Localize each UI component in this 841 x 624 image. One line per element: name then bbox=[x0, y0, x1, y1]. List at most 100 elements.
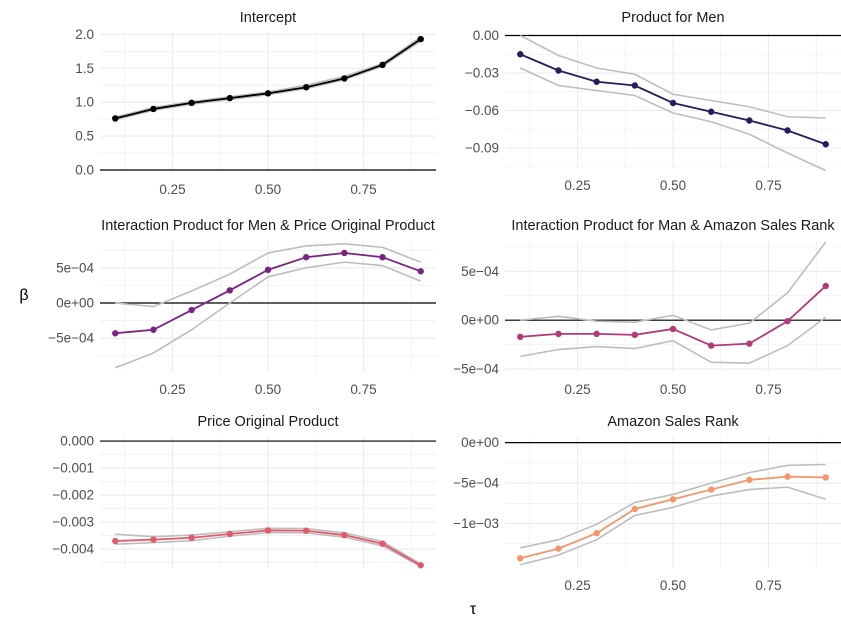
estimate-point bbox=[517, 51, 524, 58]
x-tick-label: 0.50 bbox=[660, 178, 686, 193]
panel-title: Intercept bbox=[240, 10, 296, 26]
y-tick-label: 1.5 bbox=[75, 61, 94, 76]
estimate-point bbox=[555, 330, 562, 338]
x-tick-label: 0.50 bbox=[255, 182, 281, 197]
y-tick-label: 5e−04 bbox=[56, 260, 94, 275]
estimate-point bbox=[341, 249, 348, 257]
estimate-point bbox=[112, 537, 119, 545]
facet-panel-4: 5e−04 0e+00 −5e−04 0.25 0.50 0.75 Interaction … bbox=[453, 218, 841, 397]
confidence-bound-lower bbox=[520, 486, 826, 566]
y-tick-label: −0.09 bbox=[465, 141, 499, 156]
y-tick-label: 0.0 bbox=[75, 162, 94, 177]
y-tick-label: −0.004 bbox=[52, 542, 94, 557]
estimate-point bbox=[302, 84, 310, 91]
estimate-point bbox=[112, 330, 119, 337]
estimate-point bbox=[150, 536, 157, 543]
x-tick-label: 0.50 bbox=[660, 382, 686, 397]
estimate-point bbox=[555, 67, 562, 74]
estimate-point bbox=[669, 99, 677, 107]
x-axis-label: τ bbox=[470, 601, 477, 618]
estimate-point bbox=[517, 555, 524, 562]
estimate-point bbox=[593, 78, 600, 85]
x-tick-label: 0.75 bbox=[755, 578, 781, 593]
estimate-point bbox=[746, 117, 753, 124]
estimate-point bbox=[226, 94, 234, 102]
x-tick-label: 0.25 bbox=[564, 178, 590, 193]
estimate-point bbox=[784, 127, 791, 134]
y-tick-label: −0.03 bbox=[465, 66, 499, 81]
estimate-point bbox=[341, 531, 348, 539]
panel-title: Amazon Sales Rank bbox=[607, 414, 739, 430]
facet-panel-5: 0.000 −0.001 −0.002 −0.003 −0.004 Price Origi… bbox=[52, 414, 436, 569]
estimate-point bbox=[188, 534, 195, 541]
x-tick-label: 0.25 bbox=[564, 382, 590, 397]
estimate-point bbox=[746, 340, 753, 347]
estimate-point bbox=[784, 317, 791, 325]
estimate-point bbox=[188, 99, 195, 107]
estimate-point bbox=[379, 61, 386, 69]
y-tick-label: −0.002 bbox=[52, 488, 94, 503]
estimate-point bbox=[302, 527, 310, 534]
y-tick-label: 0e+00 bbox=[461, 313, 499, 328]
y-tick-label: −5e−04 bbox=[453, 362, 499, 377]
y-tick-label: 0.5 bbox=[75, 129, 94, 144]
confidence-bound-lower bbox=[114, 261, 422, 369]
estimate-point bbox=[417, 35, 424, 43]
x-tick-label: 0.75 bbox=[755, 382, 781, 397]
y-tick-label: 5e−04 bbox=[461, 264, 499, 279]
x-tick-label: 0.50 bbox=[660, 578, 686, 593]
y-tick-label: −5e−04 bbox=[453, 476, 499, 491]
confidence-bound-upper bbox=[519, 34, 826, 119]
estimate-point bbox=[784, 473, 791, 480]
estimate-point bbox=[112, 115, 119, 122]
estimate-point bbox=[822, 141, 829, 148]
y-tick-label: −0.001 bbox=[52, 461, 94, 476]
estimate-point bbox=[341, 75, 348, 82]
estimate-point bbox=[226, 530, 234, 538]
estimate-point bbox=[188, 306, 195, 314]
estimate-point bbox=[746, 476, 753, 484]
estimate-point bbox=[264, 90, 272, 97]
x-tick-label: 0.75 bbox=[350, 182, 376, 197]
estimate-point bbox=[707, 108, 715, 115]
estimate-point bbox=[707, 486, 715, 493]
estimate-point bbox=[631, 505, 639, 513]
confidence-bound-lower bbox=[519, 67, 827, 172]
estimate-point bbox=[822, 474, 829, 481]
y-tick-label: 0e+00 bbox=[461, 435, 499, 450]
facet-panel-1: 0.0 0.5 1.0 1.5 2.0 0.25 0.50 0.75 Intercept bbox=[75, 10, 436, 197]
estimate-point bbox=[302, 253, 310, 261]
confidence-bound-lower bbox=[520, 316, 827, 365]
estimate-point bbox=[631, 82, 639, 89]
estimate-point bbox=[379, 540, 386, 547]
estimate-point bbox=[150, 326, 157, 333]
estimate-point bbox=[379, 253, 386, 261]
confidence-bound-upper bbox=[115, 243, 422, 308]
estimate-point bbox=[593, 530, 600, 537]
x-tick-label: 0.75 bbox=[755, 178, 781, 193]
panel-title: Price Original Product bbox=[197, 414, 338, 430]
y-tick-label: 0.00 bbox=[473, 28, 499, 43]
y-tick-label: −5e−04 bbox=[48, 331, 94, 346]
estimate-point bbox=[555, 545, 562, 552]
estimate-point bbox=[593, 330, 600, 338]
panel-title: Interaction Product for Man & Amazon Sal… bbox=[511, 218, 835, 234]
estimate-point bbox=[150, 105, 157, 113]
confidence-bound-upper bbox=[520, 463, 826, 549]
estimate-point bbox=[707, 342, 715, 349]
estimate-point bbox=[264, 266, 272, 274]
estimate-point bbox=[631, 331, 639, 339]
y-axis-label: β bbox=[19, 287, 28, 304]
estimate-point bbox=[517, 333, 524, 341]
y-tick-label: 1.0 bbox=[75, 95, 94, 110]
estimate-point bbox=[822, 282, 829, 290]
confidence-bound-upper bbox=[520, 241, 827, 331]
y-tick-label: −1e−03 bbox=[453, 516, 499, 531]
panel-title: Interaction Product for Men & Price Orig… bbox=[101, 218, 435, 234]
y-tick-label: 0.000 bbox=[60, 434, 94, 449]
y-tick-label: 0e+00 bbox=[56, 295, 94, 310]
y-tick-label: −0.003 bbox=[52, 515, 94, 530]
y-tick-label: 2.0 bbox=[75, 27, 94, 42]
estimate-point bbox=[669, 325, 677, 333]
